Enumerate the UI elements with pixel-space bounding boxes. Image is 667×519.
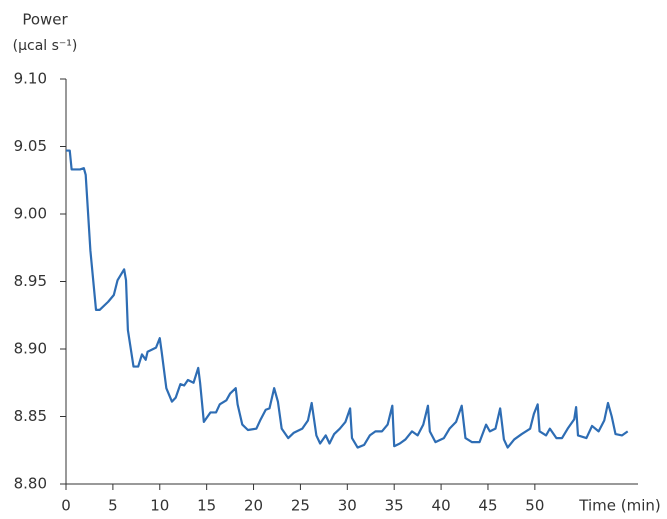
y-tick-label: 9.05 — [14, 137, 47, 155]
x-axis-title: Time (min) — [578, 497, 660, 515]
y-tick-label: 9.00 — [14, 205, 47, 223]
x-tick-label: 35 — [385, 497, 404, 515]
y-axis-title: Power — [22, 11, 68, 29]
x-tick-label: 10 — [150, 497, 169, 515]
y-tick-label: 8.85 — [14, 407, 47, 425]
x-tick-label: 25 — [291, 497, 310, 515]
y-tick-label: 8.90 — [14, 340, 47, 358]
data-line — [66, 149, 629, 449]
x-tick-label: 40 — [432, 497, 451, 515]
x-tick-label: 45 — [478, 497, 497, 515]
x-tick-label: 30 — [338, 497, 357, 515]
x-tick-label: 50 — [525, 497, 544, 515]
x-tick-label: 15 — [197, 497, 216, 515]
x-tick-label: 5 — [108, 497, 118, 515]
y-tick-label: 9.10 — [14, 70, 47, 88]
y-tick-label: 8.95 — [14, 272, 47, 290]
y-tick-label: 8.80 — [14, 475, 47, 493]
y-axis-unit: (µcal s⁻¹) — [13, 38, 78, 54]
x-tick-label: 20 — [244, 497, 263, 515]
x-tick-label: 0 — [61, 497, 71, 515]
